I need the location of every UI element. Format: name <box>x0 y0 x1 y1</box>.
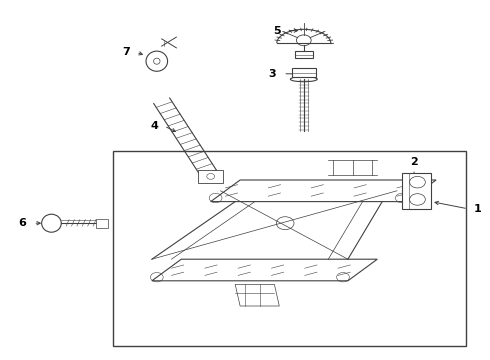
Bar <box>113 151 466 346</box>
Text: 4: 4 <box>150 121 158 131</box>
Bar <box>198 170 223 183</box>
Bar <box>402 173 431 209</box>
Text: 3: 3 <box>268 69 276 79</box>
Text: 6: 6 <box>18 218 26 228</box>
Bar <box>96 219 108 228</box>
Text: 5: 5 <box>273 26 281 36</box>
Bar <box>292 68 316 77</box>
Text: 2: 2 <box>410 157 418 167</box>
Bar <box>295 51 313 58</box>
Text: 7: 7 <box>122 47 130 57</box>
Text: 1: 1 <box>474 204 482 214</box>
